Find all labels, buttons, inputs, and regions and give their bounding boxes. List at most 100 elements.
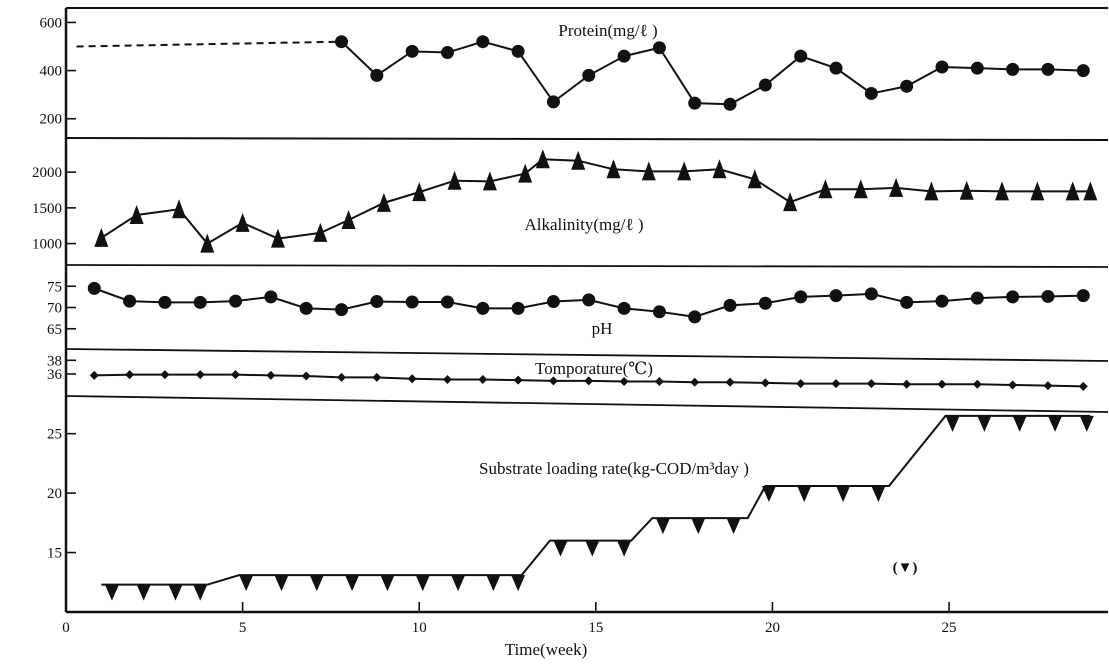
data-point-marker xyxy=(1083,181,1098,201)
data-point-marker xyxy=(726,518,741,535)
data-point-marker xyxy=(959,180,974,200)
panel-ph: 65 70 75 pH xyxy=(47,279,1090,338)
panel-divider xyxy=(65,137,1109,141)
data-point-marker xyxy=(94,227,109,247)
y-tick-label: 15 xyxy=(47,546,62,562)
data-point-marker xyxy=(797,485,812,502)
panel-divider xyxy=(65,395,1109,413)
data-point-marker xyxy=(440,46,454,60)
data-point-marker xyxy=(1078,381,1088,391)
data-point-marker xyxy=(935,60,949,74)
data-point-marker xyxy=(511,301,525,315)
y-tick-label: 70 xyxy=(47,301,62,317)
data-point-marker xyxy=(794,49,808,63)
data-point-marker xyxy=(571,150,586,170)
data-point-marker xyxy=(87,281,101,295)
data-point-marker xyxy=(871,485,886,502)
panel-divider xyxy=(65,348,1109,362)
data-point-marker xyxy=(160,370,170,380)
x-tick-label: 10 xyxy=(412,620,427,636)
panel-protein: 200 400 600 Protein(mg/ℓ ) xyxy=(40,15,1090,128)
data-point-marker xyxy=(125,370,135,380)
data-point-marker xyxy=(585,540,600,557)
panel-title: Substrate loading rate(kg-COD/m³day ) xyxy=(479,459,749,478)
data-point-marker xyxy=(829,61,843,75)
data-point-marker xyxy=(691,518,706,535)
data-point-marker xyxy=(853,179,868,199)
data-point-marker xyxy=(655,518,670,535)
data-point-marker xyxy=(902,379,912,389)
data-point-marker xyxy=(1041,62,1055,76)
data-point-marker xyxy=(309,575,324,592)
data-point-marker xyxy=(889,177,904,197)
data-point-marker xyxy=(548,376,558,386)
data-point-marker xyxy=(900,295,914,309)
data-point-marker xyxy=(866,379,876,389)
data-point-marker xyxy=(335,303,349,317)
data-point-marker xyxy=(337,372,347,382)
data-point-marker xyxy=(518,163,533,183)
data-point-marker xyxy=(158,295,172,309)
data-point-marker xyxy=(935,294,949,308)
data-point-marker xyxy=(652,305,666,319)
data-point-marker xyxy=(129,205,144,224)
data-point-marker xyxy=(415,575,430,592)
data-point-marker xyxy=(1006,290,1020,304)
panel-title: Protein(mg/ℓ ) xyxy=(558,21,657,40)
x-tick-label: 25 xyxy=(942,620,957,636)
data-point-marker xyxy=(195,370,205,380)
data-point-marker xyxy=(1030,181,1045,201)
data-point-marker xyxy=(783,192,798,212)
data-point-marker xyxy=(864,86,878,100)
data-point-marker xyxy=(829,289,843,303)
data-point-marker xyxy=(972,379,982,389)
panel-title: Alkalinity(mg/ℓ ) xyxy=(524,215,643,234)
data-point-marker xyxy=(606,159,621,179)
data-point-marker xyxy=(372,372,382,382)
legend-marker-label: (▼) xyxy=(893,560,918,576)
y-tick-label: 2000 xyxy=(32,165,62,181)
data-point-marker xyxy=(546,295,560,309)
y-tick-label: 65 xyxy=(47,322,62,338)
data-point-marker xyxy=(412,182,427,202)
data-point-marker xyxy=(761,485,776,502)
data-point-marker xyxy=(1012,415,1027,432)
data-point-marker xyxy=(758,296,772,310)
data-point-marker xyxy=(511,575,526,592)
panel-alkalinity: 1000 1500 2000 Alkalinity(mg/ℓ ) xyxy=(32,149,1098,253)
data-point-marker xyxy=(341,210,356,229)
data-point-marker xyxy=(617,49,631,63)
data-point-marker xyxy=(1079,415,1094,432)
data-point-marker xyxy=(977,415,992,432)
panel-loading: 15 20 25 Substrate loading rate(kg-COD/m³da… xyxy=(47,414,1094,601)
data-point-marker xyxy=(1076,289,1090,303)
data-point-marker xyxy=(1048,415,1063,432)
data-point-marker xyxy=(264,290,278,304)
y-tick-label: 36 xyxy=(47,367,63,383)
data-point-marker xyxy=(831,379,841,389)
panel-title: Tomporature(℃) xyxy=(535,359,653,378)
data-point-marker xyxy=(937,379,947,389)
series-line xyxy=(340,40,1084,106)
data-point-marker xyxy=(299,301,313,315)
data-point-marker xyxy=(193,584,208,601)
panel-divider xyxy=(65,264,1109,268)
data-point-marker xyxy=(654,377,664,387)
data-point-marker xyxy=(584,376,594,386)
data-point-marker xyxy=(513,375,523,385)
data-point-marker xyxy=(89,370,99,380)
data-point-marker xyxy=(582,293,596,307)
data-point-marker xyxy=(582,68,596,82)
data-point-marker xyxy=(760,378,770,388)
data-point-marker xyxy=(723,298,737,312)
data-point-marker xyxy=(688,310,702,324)
y-tick-label: 25 xyxy=(47,427,62,443)
y-tick-label: 20 xyxy=(47,486,62,502)
data-point-marker xyxy=(924,181,939,201)
data-point-marker xyxy=(313,222,328,242)
data-point-marker xyxy=(442,374,452,384)
y-tick-label: 75 xyxy=(47,279,62,295)
y-tick-label: 38 xyxy=(47,353,62,369)
